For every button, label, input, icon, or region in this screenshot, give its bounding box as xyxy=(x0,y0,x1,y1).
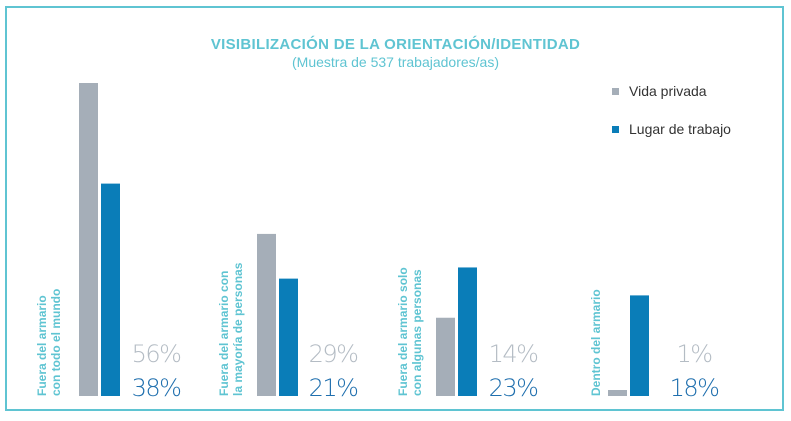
value-label-vida-privada-2: 29% xyxy=(309,340,359,368)
legend-label-lugar-de-trabajo: Lugar de trabajo xyxy=(629,121,731,137)
category-label-2-line-1: Fuera del armario con xyxy=(217,271,231,396)
legend-item-vida-privada: Vida privada xyxy=(612,83,707,99)
bar-lugar-de-trabajo-1 xyxy=(101,183,120,396)
value-label-lugar-de-trabajo-2: 21% xyxy=(309,374,359,402)
category-label-3-line-1: Fuera del armario solo xyxy=(396,267,410,396)
bar-vida-privada-3 xyxy=(436,317,455,396)
bar-vida-privada-4 xyxy=(608,390,627,396)
chart-title: VISIBILIZACIÓN DE LA ORIENTACIÓN/IDENTID… xyxy=(210,36,581,53)
category-label-3-line-2: con algunas personas xyxy=(410,269,424,396)
value-label-lugar-de-trabajo-3: 23% xyxy=(489,374,539,402)
bar-lugar-de-trabajo-3 xyxy=(458,267,477,396)
bar-lugar-de-trabajo-2 xyxy=(279,278,298,396)
bar-lugar-de-trabajo-4 xyxy=(630,295,649,396)
bar-vida-privada-1 xyxy=(79,83,98,396)
legend-item-lugar-de-trabajo: Lugar de trabajo xyxy=(612,121,731,137)
bar-vida-privada-2 xyxy=(257,233,276,396)
category-label-1-line-2: con todo el mundo xyxy=(49,289,63,396)
chart-frame xyxy=(5,6,784,411)
chart-subtitle: (Muestra de 537 trabajadores/as) xyxy=(292,54,499,70)
value-label-vida-privada-1: 56% xyxy=(132,340,182,368)
legend-swatch-vida-privada xyxy=(612,87,619,95)
legend-label-vida-privada: Vida privada xyxy=(629,83,707,99)
value-label-lugar-de-trabajo-4: 18% xyxy=(670,374,720,402)
category-label-1-line-1: Fuera del armario xyxy=(35,295,49,396)
value-label-vida-privada-4: 1% xyxy=(676,340,712,368)
category-label-4-line-1: Dentro del armario xyxy=(589,289,603,396)
category-label-2-line-2: la mayoría de personas xyxy=(231,262,245,396)
legend-swatch-lugar-de-trabajo xyxy=(612,125,619,133)
value-label-lugar-de-trabajo-1: 38% xyxy=(132,374,182,402)
value-label-vida-privada-3: 14% xyxy=(489,340,539,368)
